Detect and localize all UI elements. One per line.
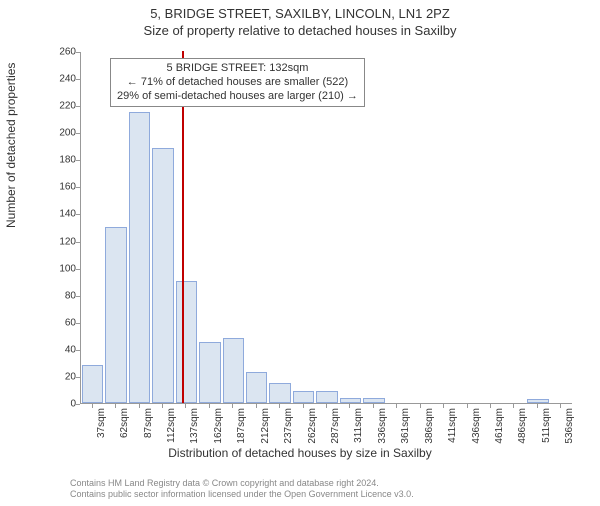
histogram-bar <box>293 391 315 403</box>
y-tick-mark <box>76 377 80 378</box>
annotation-box: 5 BRIDGE STREET: 132sqm← 71% of detached… <box>110 58 365 107</box>
x-tick-label: 536sqm <box>564 408 575 448</box>
y-tick-label: 140 <box>50 209 76 220</box>
y-tick-mark <box>76 79 80 80</box>
x-tick-label: 511sqm <box>541 408 552 448</box>
histogram-bar <box>363 398 385 403</box>
x-tick-mark <box>373 404 374 408</box>
x-tick-mark <box>443 404 444 408</box>
histogram-bar <box>176 281 198 403</box>
y-tick-label: 80 <box>50 290 76 301</box>
y-tick-mark <box>76 404 80 405</box>
x-tick-label: 237sqm <box>283 408 294 448</box>
x-tick-mark <box>232 404 233 408</box>
x-tick-mark <box>490 404 491 408</box>
histogram-bar <box>199 342 221 403</box>
x-tick-label: 87sqm <box>143 408 154 448</box>
y-tick-label: 40 <box>50 344 76 355</box>
x-tick-label: 212sqm <box>260 408 271 448</box>
x-tick-mark <box>185 404 186 408</box>
histogram-bar <box>527 399 549 403</box>
x-tick-label: 162sqm <box>213 408 224 448</box>
x-tick-mark <box>467 404 468 408</box>
x-tick-label: 187sqm <box>236 408 247 448</box>
x-tick-label: 112sqm <box>166 408 177 448</box>
annotation-line: ← 71% of detached houses are smaller (52… <box>117 76 358 90</box>
x-tick-mark <box>209 404 210 408</box>
x-tick-mark <box>537 404 538 408</box>
x-tick-mark <box>349 404 350 408</box>
x-tick-label: 62sqm <box>119 408 130 448</box>
x-tick-label: 287sqm <box>330 408 341 448</box>
y-tick-mark <box>76 52 80 53</box>
x-tick-mark <box>115 404 116 408</box>
histogram-bar <box>223 338 245 403</box>
histogram-bar <box>82 365 104 403</box>
x-tick-label: 486sqm <box>517 408 528 448</box>
y-tick-label: 160 <box>50 182 76 193</box>
histogram-bar <box>105 227 127 403</box>
histogram-bar <box>316 391 338 403</box>
y-tick-mark <box>76 350 80 351</box>
x-tick-label: 436sqm <box>471 408 482 448</box>
x-tick-label: 361sqm <box>400 408 411 448</box>
annotation-line: 5 BRIDGE STREET: 132sqm <box>117 62 358 76</box>
y-tick-mark <box>76 106 80 107</box>
x-tick-label: 461sqm <box>494 408 505 448</box>
chart-area: 02040608010012014016018020022024026037sq… <box>52 52 572 428</box>
x-tick-mark <box>303 404 304 408</box>
x-tick-mark <box>560 404 561 408</box>
histogram-bar <box>269 383 291 403</box>
page-title: 5, BRIDGE STREET, SAXILBY, LINCOLN, LN1 … <box>0 6 600 21</box>
y-tick-mark <box>76 133 80 134</box>
y-tick-label: 100 <box>50 263 76 274</box>
x-tick-label: 37sqm <box>96 408 107 448</box>
y-tick-label: 200 <box>50 128 76 139</box>
footer-credits: Contains HM Land Registry data © Crown c… <box>70 478 414 500</box>
x-tick-label: 411sqm <box>447 408 458 448</box>
y-tick-label: 20 <box>50 371 76 382</box>
y-tick-mark <box>76 242 80 243</box>
y-tick-mark <box>76 214 80 215</box>
footer-line-1: Contains HM Land Registry data © Crown c… <box>70 478 414 489</box>
y-tick-label: 240 <box>50 74 76 85</box>
y-tick-mark <box>76 323 80 324</box>
footer-line-2: Contains public sector information licen… <box>70 489 414 500</box>
y-axis-label: Number of detached properties <box>4 63 18 228</box>
x-tick-mark <box>256 404 257 408</box>
histogram-bar <box>340 398 362 403</box>
histogram-bar <box>152 148 174 403</box>
y-tick-label: 220 <box>50 101 76 112</box>
page-subtitle: Size of property relative to detached ho… <box>0 23 600 38</box>
y-tick-mark <box>76 296 80 297</box>
x-tick-label: 137sqm <box>189 408 200 448</box>
x-tick-mark <box>162 404 163 408</box>
x-tick-label: 336sqm <box>377 408 388 448</box>
x-tick-mark <box>396 404 397 408</box>
y-tick-label: 180 <box>50 155 76 166</box>
x-tick-mark <box>92 404 93 408</box>
x-tick-label: 262sqm <box>307 408 318 448</box>
y-tick-mark <box>76 187 80 188</box>
x-tick-label: 311sqm <box>353 408 364 448</box>
histogram-bar <box>246 372 268 403</box>
y-tick-label: 260 <box>50 47 76 58</box>
x-tick-mark <box>326 404 327 408</box>
x-tick-label: 386sqm <box>424 408 435 448</box>
y-tick-mark <box>76 269 80 270</box>
x-tick-mark <box>139 404 140 408</box>
x-tick-mark <box>513 404 514 408</box>
y-tick-mark <box>76 160 80 161</box>
histogram-bar <box>129 112 151 403</box>
y-tick-label: 60 <box>50 317 76 328</box>
x-tick-mark <box>279 404 280 408</box>
y-tick-label: 120 <box>50 236 76 247</box>
x-axis-label: Distribution of detached houses by size … <box>0 446 600 460</box>
y-tick-label: 0 <box>50 399 76 410</box>
annotation-line: 29% of semi-detached houses are larger (… <box>117 90 358 104</box>
x-tick-mark <box>420 404 421 408</box>
